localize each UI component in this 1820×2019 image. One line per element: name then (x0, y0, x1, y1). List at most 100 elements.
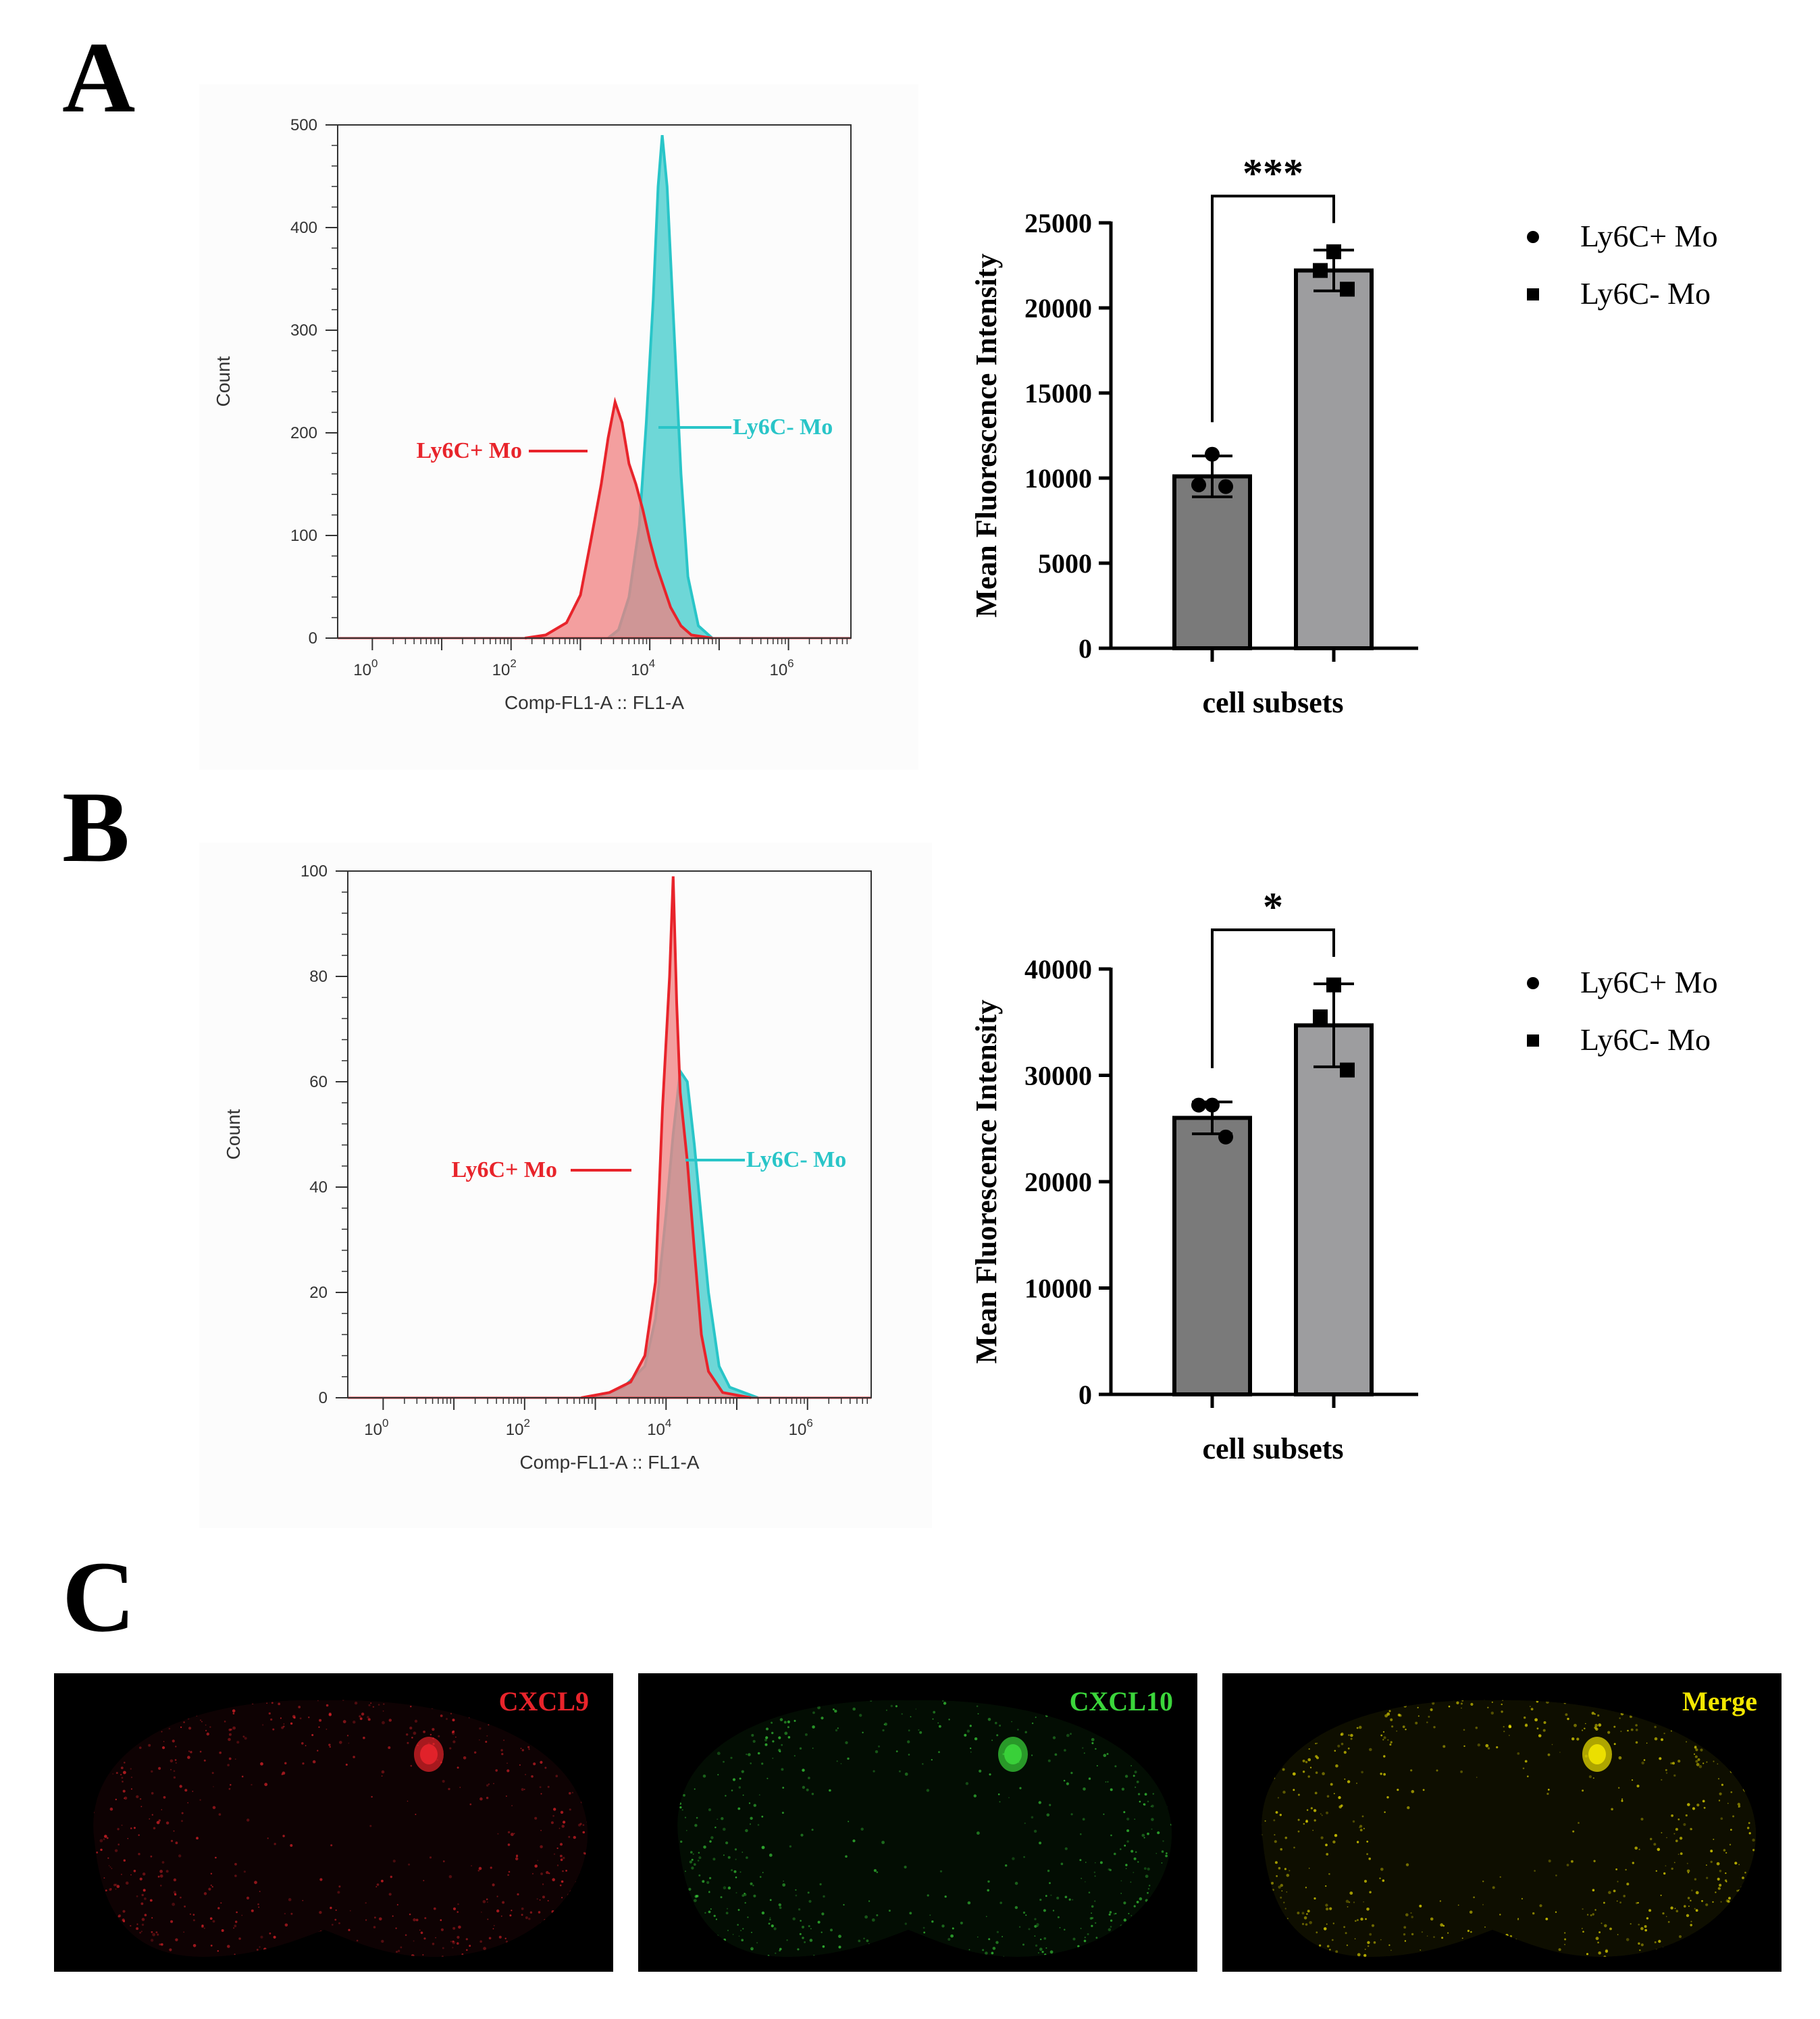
data-point (1326, 244, 1341, 259)
bright-spot-core (1588, 1744, 1606, 1764)
x-tick-label: 100 (364, 1417, 388, 1439)
histogram-area-ly6c-neg (608, 135, 712, 638)
bright-spot-core (1004, 1744, 1022, 1764)
x-tick-label: 106 (769, 657, 794, 679)
ly6c-pos-label: Ly6C+ Mo (417, 438, 522, 463)
y-tick-label: 10000 (1024, 463, 1092, 494)
data-point (1191, 1097, 1206, 1113)
x-axis-label: Comp-FL1-A :: FL1-A (519, 1452, 699, 1473)
histogram-frame (347, 870, 872, 1398)
ly6c-pos-label: Ly6C+ Mo (452, 1157, 557, 1182)
legend-marker (1527, 1034, 1539, 1047)
y-tick-label: 0 (319, 1389, 328, 1407)
x-tick-label: 102 (506, 1417, 530, 1439)
tissue-fill (1262, 1700, 1757, 1957)
y-tick-label: 25000 (1024, 208, 1092, 238)
tissue-fill (677, 1700, 1172, 1957)
y-tick-label: 20000 (1024, 1167, 1092, 1197)
tissue-signal (93, 1700, 588, 1957)
y-tick-label: 10000 (1024, 1274, 1092, 1304)
y-tick-label: 60 (309, 1073, 328, 1091)
cxcl10-label: CXCL10 (1069, 1686, 1173, 1716)
merge-label: Merge (1682, 1686, 1757, 1716)
data-point (1326, 977, 1341, 993)
ly6c-neg-label: Ly6C- Mo (746, 1147, 846, 1172)
cxcl9-fluorescence (93, 1700, 588, 1957)
bar-panel-b: 0 10000 20000 30000 40000 * cell subsets Mean F… (945, 874, 1796, 1482)
bar-ly6c-neg (1294, 268, 1374, 650)
y-axis-label: Mean Fluorescence Intensity (970, 253, 1003, 617)
tissue-signal (1262, 1700, 1757, 1957)
y-tick-label: 20 (309, 1284, 328, 1302)
bar-ly6c-neg (1294, 1023, 1374, 1397)
histogram-a-svg: 0 100 200 300 400 500 100 102 104 106 Comp-FL1-A :… (213, 116, 852, 713)
x-axis-label: Comp-FL1-A :: FL1-A (504, 692, 684, 713)
bar-ly6c-pos (1172, 1116, 1252, 1396)
legend-label: Ly6C+ Mo (1580, 219, 1718, 253)
histogram-line-ly6c-pos (581, 876, 752, 1399)
legend-label: Ly6C+ Mo (1580, 965, 1718, 999)
x-tick-label: 104 (631, 657, 655, 679)
tissue-signal (677, 1700, 1172, 1957)
x-axis-label: cell subsets (1203, 1432, 1344, 1465)
legend-label: Ly6C- Mo (1580, 276, 1711, 311)
y-tick-label: 0 (309, 629, 317, 648)
y-tick-label: 200 (290, 424, 317, 442)
y-tick-label: 100 (290, 527, 317, 545)
legend-marker (1527, 231, 1539, 243)
y-tick-label: 30000 (1024, 1061, 1092, 1091)
histogram-area-ly6c-pos (581, 876, 751, 1398)
legend-label: Ly6C- Mo (1580, 1022, 1711, 1057)
y-tick-label: 40 (309, 1178, 328, 1197)
y-tick-label: 40000 (1024, 954, 1092, 985)
y-tick-label: 15000 (1024, 378, 1092, 409)
panel-label-b: B (62, 771, 130, 883)
y-tick-label: 0 (1078, 1380, 1092, 1410)
panel-label-a: A (62, 22, 136, 134)
significance-bracket (1211, 194, 1335, 423)
y-tick-label: 0 (1078, 633, 1092, 664)
significance-stars: * (1263, 885, 1283, 929)
y-tick-label: 80 (309, 968, 328, 986)
bar-chart-b-svg: 0 10000 20000 30000 40000 * cell subsets Mean F… (970, 885, 1718, 1465)
bar-panel-a: 0 5000 10000 15000 20000 25000 *** cell subsets… (945, 128, 1796, 736)
y-axis-label: Mean Fluorescence Intensity (970, 999, 1003, 1363)
cxcl9-label: CXCL9 (498, 1686, 589, 1716)
y-axis-label: Count (213, 356, 234, 407)
histogram-panel-b: 0 20 40 60 80 100 100 102 104 106 Comp-FL1-A :: FL… (199, 843, 932, 1528)
data-point (1340, 282, 1355, 297)
data-point (1340, 1062, 1355, 1078)
merge-image: Merge (1222, 1673, 1782, 1972)
bar-chart-a-svg: 0 5000 10000 15000 20000 25000 *** cell subsets… (970, 151, 1718, 719)
histogram-line-ly6c-pos (525, 396, 712, 639)
x-tick-label: 102 (492, 657, 517, 679)
data-point (1218, 1129, 1233, 1145)
y-tick-label: 500 (290, 116, 317, 134)
y-tick-label: 100 (301, 862, 328, 881)
cxcl10-image: CXCL10 (638, 1673, 1197, 1972)
y-axis-label: Count (223, 1109, 244, 1159)
panel-label-c: C (62, 1541, 136, 1653)
significance-bracket (1211, 928, 1335, 1068)
tissue-fill (93, 1700, 588, 1957)
histogram-panel-a: 0 100 200 300 400 500 100 102 104 106 Comp-FL1-A :… (199, 84, 918, 770)
bright-spot-core (420, 1744, 438, 1764)
ly6c-neg-label: Ly6C- Mo (733, 415, 833, 440)
data-point (1191, 477, 1206, 493)
x-axis-label: cell subsets (1203, 686, 1344, 719)
significance-stars: *** (1243, 151, 1303, 195)
data-point (1205, 1097, 1220, 1113)
legend-marker (1527, 288, 1539, 300)
data-point (1313, 1009, 1328, 1024)
histogram-area-ly6c-pos (525, 402, 712, 638)
y-tick-label: 5000 (1038, 548, 1092, 579)
y-tick-label: 20000 (1024, 293, 1092, 323)
cxcl10-fluorescence (677, 1700, 1172, 1957)
cxcl9-image: CXCL9 (54, 1673, 613, 1972)
merge-fluorescence (1262, 1700, 1757, 1957)
data-point (1218, 479, 1233, 494)
data-point (1313, 263, 1328, 278)
legend-marker (1527, 977, 1539, 989)
x-tick-label: 104 (647, 1417, 671, 1439)
